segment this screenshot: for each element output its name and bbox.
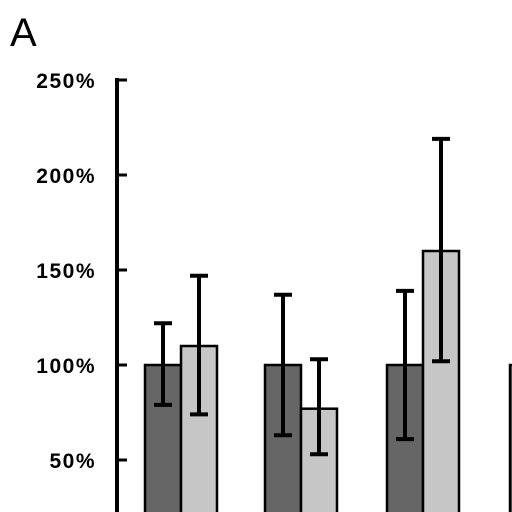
y-tick-label: 200%: [36, 165, 96, 188]
y-tick-label: 50%: [49, 450, 96, 473]
bar-dark-group-4: [508, 363, 512, 512]
y-tick-label: 100%: [36, 355, 96, 378]
error-bars: [154, 136, 450, 457]
y-tick-label: 250%: [36, 70, 96, 93]
y-axis-ticks: 50% 100% 150% 200% 250%: [36, 70, 127, 473]
y-tick-label: 150%: [36, 260, 96, 283]
panel-label: A: [10, 11, 37, 55]
